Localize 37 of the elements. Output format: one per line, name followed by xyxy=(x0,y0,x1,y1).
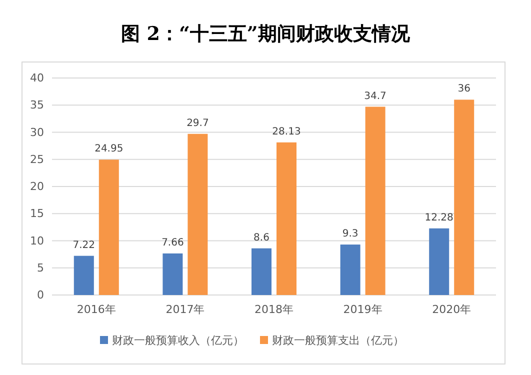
bar xyxy=(429,228,450,295)
x-tick-label: 2017年 xyxy=(166,302,205,316)
y-tick-label: 0 xyxy=(37,288,44,302)
legend-label: 财政一般预算收入（亿元） xyxy=(112,334,244,347)
y-tick-label: 35 xyxy=(30,98,44,112)
x-tick-label: 2016年 xyxy=(76,302,116,316)
bar xyxy=(454,100,474,295)
bar xyxy=(340,244,360,295)
data-label: 7.66 xyxy=(162,237,184,248)
bar xyxy=(276,142,296,295)
bar xyxy=(252,248,272,295)
data-label: 34.7 xyxy=(364,90,386,102)
bar xyxy=(365,106,386,295)
chart-title: 图 2：“十三五”期间财政收支情况 xyxy=(121,23,411,45)
bar xyxy=(74,256,94,295)
data-label: 28.13 xyxy=(272,126,301,138)
y-tick-label: 25 xyxy=(30,152,44,166)
y-tick-label: 5 xyxy=(37,261,44,274)
y-tick-label: 20 xyxy=(30,180,44,194)
y-tick-label: 15 xyxy=(30,207,44,220)
data-label: 29.7 xyxy=(186,118,209,129)
x-tick-label: 2020年 xyxy=(432,302,472,316)
data-label: 12.28 xyxy=(424,212,454,224)
legend-label: 财政一般预算支出（亿元） xyxy=(272,334,404,347)
data-label: 8.6 xyxy=(254,232,270,244)
bar xyxy=(98,160,119,295)
data-label: 24.95 xyxy=(94,144,124,155)
x-tick-label: 2019年 xyxy=(343,302,382,316)
data-label: 9.3 xyxy=(342,228,358,240)
data-label: 36 xyxy=(458,84,470,95)
y-tick-label: 10 xyxy=(30,234,44,248)
bar xyxy=(188,134,208,295)
data-label: 7.22 xyxy=(72,240,96,251)
x-tick-label: 2018年 xyxy=(254,302,294,316)
y-tick-label: 30 xyxy=(30,126,44,139)
bar xyxy=(162,253,183,295)
y-tick-label: 40 xyxy=(30,72,44,85)
